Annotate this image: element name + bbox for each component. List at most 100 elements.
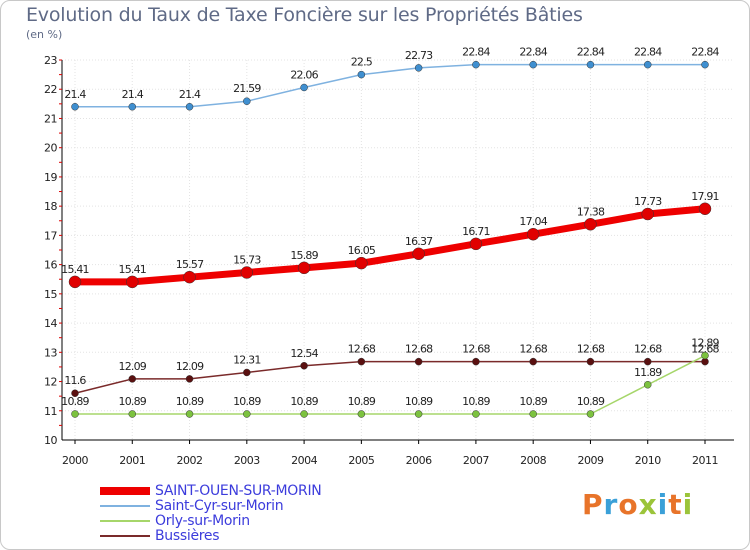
data-label-saint-ouen-sur-morin: 15.73	[233, 254, 261, 267]
data-point-saint-ouen-sur-morin	[469, 237, 483, 251]
y-tick-label: 19	[44, 171, 57, 184]
data-point-saint-cyr-sur-morin	[128, 103, 137, 111]
legend-swatch-saint-cyr	[100, 505, 150, 507]
data-point-saint-cyr-sur-morin	[586, 60, 595, 69]
data-point-saint-cyr-sur-morin	[643, 60, 652, 69]
data-point-orly-sur-morin	[71, 410, 79, 418]
series-line-bussieres	[74, 360, 706, 394]
data-point-bussieres	[185, 375, 194, 383]
data-label-orly-sur-morin: 10.89	[405, 395, 433, 408]
legend-swatch-orly	[100, 520, 150, 522]
data-point-orly-sur-morin	[243, 410, 251, 418]
x-tick-label: 2001	[119, 454, 145, 467]
data-label-saint-ouen-sur-morin: 16.37	[405, 235, 433, 248]
data-label-saint-cyr-sur-morin: 22.84	[634, 46, 662, 59]
data-label-saint-cyr-sur-morin: 22.84	[577, 46, 605, 59]
series-line-saint-cyr-sur-morin	[74, 63, 706, 108]
data-label-bussieres: 12.68	[348, 343, 376, 356]
data-point-saint-ouen-sur-morin	[126, 275, 139, 289]
data-point-saint-ouen-sur-morin	[526, 227, 540, 241]
data-label-saint-ouen-sur-morin: 15.89	[290, 249, 318, 262]
series-line-orly-sur-morin	[74, 354, 706, 415]
data-label-bussieres: 12.54	[290, 347, 318, 360]
data-point-saint-cyr-sur-morin	[472, 60, 480, 69]
data-point-bussieres	[71, 389, 79, 397]
data-point-orly-sur-morin	[586, 410, 595, 418]
data-point-saint-cyr-sur-morin	[71, 103, 79, 111]
x-tick-label: 2003	[234, 454, 260, 467]
data-label-orly-sur-morin: 11.89	[634, 366, 662, 379]
logo-letter: x	[638, 488, 658, 521]
y-tick-label: 18	[44, 200, 57, 213]
data-label-bussieres: 12.68	[405, 343, 433, 356]
data-point-saint-ouen-sur-morin	[355, 256, 368, 270]
x-tick-label: 2010	[635, 454, 661, 467]
data-label-saint-cyr-sur-morin: 22.84	[462, 46, 490, 59]
data-label-saint-ouen-sur-morin: 17.73	[634, 195, 662, 208]
data-point-saint-ouen-sur-morin	[240, 266, 254, 279]
x-tick-label: 2009	[577, 454, 603, 467]
data-point-orly-sur-morin	[128, 410, 137, 418]
data-label-saint-ouen-sur-morin: 15.57	[176, 258, 204, 271]
data-point-saint-cyr-sur-morin	[701, 60, 709, 69]
x-tick-label: 2005	[348, 454, 374, 467]
y-tick-label: 10	[44, 434, 57, 447]
legend-swatch-bussieres	[100, 535, 150, 537]
y-tick-label: 13	[44, 346, 57, 359]
logo-letter: t	[668, 488, 683, 521]
legend-label-orly: Orly-sur-Morin	[155, 513, 250, 529]
logo-letter: P	[582, 488, 604, 521]
data-label-bussieres: 12.68	[691, 343, 719, 356]
data-point-saint-ouen-sur-morin	[297, 261, 311, 275]
legend-item-orly: Orly-sur-Morin	[100, 513, 420, 529]
logo-letter: i	[657, 488, 669, 521]
data-point-bussieres	[357, 357, 366, 366]
data-label-saint-cyr-sur-morin: 22.84	[691, 46, 719, 59]
data-point-orly-sur-morin	[185, 410, 194, 418]
data-label-orly-sur-morin: 10.89	[348, 395, 376, 408]
legend-label-saint-cyr: Saint-Cyr-sur-Morin	[155, 498, 284, 514]
y-tick-label: 21	[44, 112, 57, 125]
x-tick-label: 2002	[177, 454, 203, 467]
legend-item-saint-cyr: Saint-Cyr-sur-Morin	[100, 498, 420, 514]
x-tick-label: 2006	[406, 454, 432, 467]
legend-swatch-saint-ouen	[100, 487, 150, 495]
x-tick-label: 2000	[62, 454, 88, 467]
x-tick-label: 2004	[291, 454, 317, 467]
y-tick-label: 17	[44, 229, 57, 242]
logo-letter: o	[618, 488, 639, 521]
data-label-saint-cyr-sur-morin: 21.4	[64, 88, 86, 101]
data-label-orly-sur-morin: 10.89	[519, 395, 547, 408]
data-point-orly-sur-morin	[472, 410, 480, 418]
data-label-bussieres: 12.68	[634, 343, 662, 356]
data-point-bussieres	[472, 357, 480, 366]
y-tick-label: 16	[44, 259, 57, 272]
y-tick-label: 12	[44, 376, 57, 389]
legend-label-bussieres: Bussières	[155, 528, 220, 544]
data-label-saint-ouen-sur-morin: 17.91	[691, 190, 719, 203]
y-tick-label: 20	[44, 142, 57, 155]
data-label-saint-cyr-sur-morin: 22.5	[351, 56, 373, 69]
data-label-bussieres: 12.68	[577, 343, 605, 356]
data-label-saint-ouen-sur-morin: 17.04	[519, 215, 547, 228]
data-point-bussieres	[643, 357, 652, 366]
data-point-bussieres	[243, 368, 251, 377]
legend-item-saint-ouen: SAINT-OUEN-SUR-MORIN	[100, 483, 420, 499]
logo-letter: r	[603, 488, 619, 521]
data-label-saint-ouen-sur-morin: 15.41	[119, 263, 147, 276]
data-point-saint-cyr-sur-morin	[529, 60, 537, 69]
data-label-saint-cyr-sur-morin: 22.84	[519, 46, 547, 59]
data-point-orly-sur-morin	[701, 351, 709, 360]
series-line-saint-ouen-sur-morin	[71, 205, 709, 286]
data-label-orly-sur-morin: 10.89	[462, 395, 490, 408]
y-tick-label: 22	[44, 83, 57, 96]
proxiti-logo: Proxiti	[582, 488, 693, 521]
data-label-orly-sur-morin: 10.89	[176, 395, 204, 408]
data-point-bussieres	[586, 357, 595, 366]
data-point-saint-cyr-sur-morin	[185, 103, 194, 111]
data-point-saint-cyr-sur-morin	[357, 70, 366, 79]
data-point-saint-ouen-sur-morin	[698, 202, 712, 216]
data-point-saint-cyr-sur-morin	[300, 83, 308, 92]
data-point-orly-sur-morin	[529, 410, 537, 418]
data-label-saint-ouen-sur-morin: 17.38	[577, 205, 605, 218]
